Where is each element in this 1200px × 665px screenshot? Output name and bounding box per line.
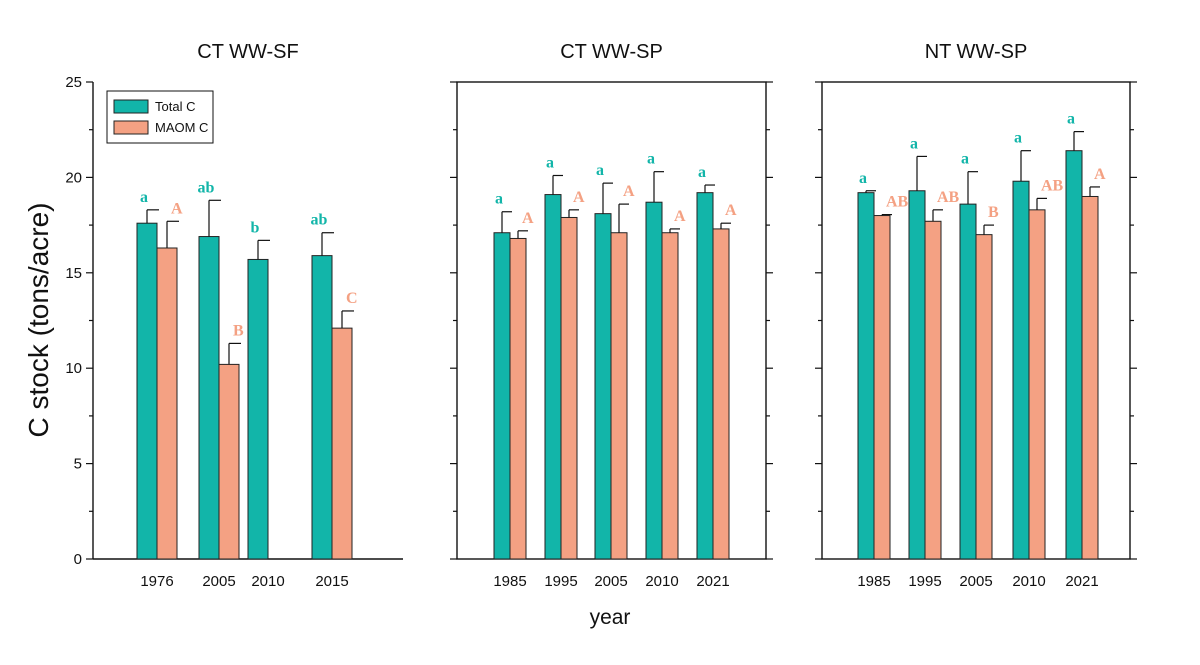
total-c-significance-letter: a	[495, 191, 503, 208]
y-tick-label: 5	[74, 456, 82, 473]
total-c-bar	[594, 213, 612, 560]
total-c-bar	[645, 201, 663, 560]
maom-c-bar	[156, 247, 178, 560]
legend-swatch	[113, 120, 149, 135]
total-c-bar	[311, 255, 333, 560]
total-c-bar	[136, 222, 158, 560]
total-c-significance-letter: a	[961, 151, 969, 168]
maom-c-significance-letter: A	[522, 210, 534, 227]
x-tick-label: 2010	[645, 573, 678, 590]
panel-title: NT WW-SP	[925, 41, 1028, 63]
total-c-bar	[247, 258, 269, 560]
total-c-significance-letter: a	[596, 162, 604, 179]
total-c-significance-letter: a	[859, 170, 867, 187]
y-tick-label: 15	[65, 265, 82, 282]
maom-c-significance-letter: B	[988, 204, 999, 221]
panel-title: CT WW-SF	[197, 41, 298, 63]
total-c-significance-letter: a	[647, 151, 655, 168]
panel-1: CT WW-SF 0 5 10 15 20 25 a A 1976 ab B 2005 b 2010 ab C 2…	[65, 41, 403, 590]
maom-c-bar	[712, 228, 730, 560]
maom-c-significance-letter: A	[573, 189, 585, 206]
y-axis-label: C stock (tons/acre)	[23, 203, 54, 438]
x-tick-label: 1995	[908, 573, 941, 590]
maom-c-bar	[218, 363, 240, 560]
maom-c-bar	[509, 237, 527, 560]
total-c-significance-letter: a	[140, 189, 148, 206]
maom-c-significance-letter: AB	[937, 189, 960, 206]
x-tick-label: 1995	[544, 573, 577, 590]
y-tick-label: 0	[74, 551, 82, 568]
total-c-bar	[1065, 150, 1083, 560]
x-tick-label: 1985	[493, 573, 526, 590]
maom-c-significance-letter: A	[1094, 166, 1106, 183]
x-tick-label: 2010	[1012, 573, 1045, 590]
x-tick-label: 1985	[857, 573, 890, 590]
maom-c-significance-letter: A	[171, 200, 183, 217]
maom-c-significance-letter: AB	[886, 194, 909, 211]
total-c-significance-letter: b	[251, 219, 260, 236]
x-tick-label: 2015	[315, 573, 348, 590]
x-tick-label: 2005	[202, 573, 235, 590]
total-c-bar	[198, 236, 220, 560]
total-c-bar	[696, 192, 714, 560]
total-c-significance-letter: ab	[198, 179, 215, 196]
total-c-significance-letter: a	[546, 154, 554, 171]
panel-title: CT WW-SP	[560, 41, 663, 63]
legend: Total C MAOM C	[106, 90, 214, 144]
maom-c-bar	[975, 234, 993, 560]
total-c-bar	[493, 232, 511, 560]
legend-label: MAOM C	[155, 120, 208, 135]
maom-c-significance-letter: A	[623, 183, 635, 200]
total-c-bar	[544, 194, 562, 560]
maom-c-bar	[1028, 209, 1046, 560]
y-tick-label: 25	[65, 74, 82, 91]
total-c-significance-letter: a	[1014, 130, 1022, 147]
total-c-bar	[959, 203, 977, 560]
panel-3: NT WW-SP a AB 1985 a AB 1995 a B 2005 a AB 2010 a A 202…	[815, 41, 1137, 590]
maom-c-significance-letter: A	[674, 208, 686, 225]
maom-c-significance-letter: B	[233, 322, 244, 339]
total-c-bar	[857, 192, 875, 560]
total-c-significance-letter: a	[910, 135, 918, 152]
maom-c-significance-letter: A	[725, 202, 737, 219]
x-tick-label: 2005	[959, 573, 992, 590]
maom-c-bar	[924, 220, 942, 560]
x-axis-label: year	[590, 606, 631, 629]
maom-c-bar	[610, 232, 628, 560]
y-tick-label: 20	[65, 169, 82, 186]
total-c-bar	[1012, 180, 1030, 560]
y-tick-label: 10	[65, 360, 82, 377]
total-c-significance-letter: ab	[311, 212, 328, 229]
maom-c-bar	[331, 327, 353, 560]
total-c-significance-letter: a	[1067, 111, 1075, 128]
x-tick-label: 2021	[1065, 573, 1098, 590]
total-c-significance-letter: a	[698, 164, 706, 181]
legend-swatch	[113, 99, 149, 114]
maom-c-significance-letter: C	[346, 290, 358, 307]
x-tick-label: 1976	[140, 573, 173, 590]
maom-c-bar	[661, 232, 679, 560]
x-tick-label: 2005	[594, 573, 627, 590]
maom-c-bar	[560, 216, 578, 560]
maom-c-significance-letter: AB	[1041, 177, 1064, 194]
x-tick-label: 2010	[251, 573, 284, 590]
x-tick-label: 2021	[696, 573, 729, 590]
legend-label: Total C	[155, 99, 195, 114]
maom-c-bar	[1081, 195, 1099, 560]
total-c-bar	[908, 190, 926, 560]
maom-c-bar	[873, 215, 891, 560]
